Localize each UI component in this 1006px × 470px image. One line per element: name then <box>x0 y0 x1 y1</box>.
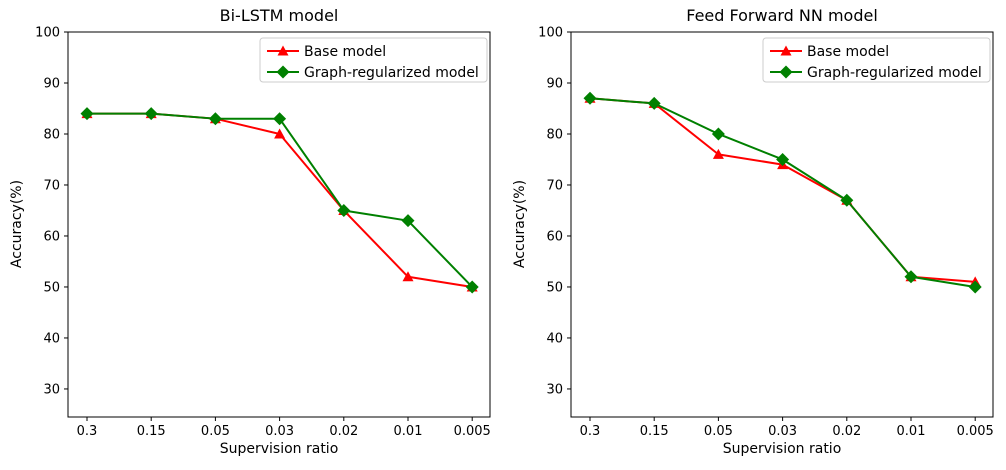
x-tick-label: 0.005 <box>454 424 491 439</box>
legend: Base model Graph-regularized model <box>259 37 488 83</box>
y-tick-label: 80 <box>546 127 563 142</box>
y-tick-label: 70 <box>43 178 60 193</box>
x-tick-label: 0.3 <box>77 424 98 439</box>
y-tick-label: 40 <box>546 331 563 346</box>
legend-marker-graph-regularized-model <box>276 65 290 79</box>
x-tick-label: 0.01 <box>394 424 423 439</box>
legend-label: Graph-regularized model <box>807 65 982 81</box>
y-axis-label: Accuracy(%) <box>512 179 528 269</box>
marker-base-model <box>712 148 724 159</box>
x-tick-label: 0.15 <box>640 424 669 439</box>
y-tick-label: 80 <box>43 127 60 142</box>
y-tick-label: 60 <box>546 229 563 244</box>
y-tick-label: 30 <box>546 382 563 397</box>
marker-graph-regularized-model <box>208 112 222 126</box>
legend: Base model Graph-regularized model <box>762 37 991 83</box>
x-tick-label: 0.05 <box>201 424 230 439</box>
x-tick-label: 0.02 <box>832 424 861 439</box>
marker-base-model <box>402 271 414 282</box>
legend-marker-base-model <box>780 45 792 56</box>
chart-title: Feed Forward NN model <box>686 6 878 25</box>
x-tick-label: 0.3 <box>580 424 601 439</box>
marker-graph-regularized-model <box>337 203 351 217</box>
x-tick-label: 0.01 <box>897 424 926 439</box>
marker-graph-regularized-model <box>273 112 287 126</box>
series-line-base-model <box>589 97 976 283</box>
marker-graph-regularized-model <box>144 107 158 121</box>
legend-marker-base-model <box>277 45 289 56</box>
plot-area-feed-forward-nn: 30 40 50 60 70 80 90 100 0.3 0.15 0.05 0.03 0.02 0.01… <box>538 26 994 440</box>
x-axis-label: Supervision ratio <box>722 441 842 457</box>
marker-graph-regularized-model <box>904 270 918 284</box>
legend-box <box>259 37 488 83</box>
y-tick-label: 100 <box>538 26 563 41</box>
marker-graph-regularized-model <box>968 280 982 294</box>
y-tick-label: 70 <box>546 178 563 193</box>
series-line-graph-regularized-model <box>87 112 473 288</box>
plot-area-bi-lstm: 30 40 50 60 70 80 90 100 0.3 0.15 0.05 0.03 0.02 0.01… <box>35 26 491 440</box>
y-tick-label: 30 <box>43 382 60 397</box>
y-tick-label: 50 <box>43 280 60 295</box>
marker-base-model <box>274 128 286 139</box>
y-tick-label: 90 <box>546 76 563 91</box>
legend-marker-graph-regularized-model <box>779 65 793 79</box>
x-tick-label: 0.03 <box>768 424 797 439</box>
x-tick-label: 0.02 <box>329 424 358 439</box>
marker-graph-regularized-model <box>465 280 479 294</box>
marker-graph-regularized-model <box>711 127 725 141</box>
subplot-feed-forward-nn: Feed Forward NN model 30 40 50 60 70 80 90 100 0… <box>503 0 1006 470</box>
y-tick-label: 60 <box>43 229 60 244</box>
marker-graph-regularized-model <box>401 214 415 228</box>
marker-graph-regularized-model <box>840 193 854 207</box>
legend-label: Base model <box>807 44 889 60</box>
subplot-bi-lstm: Bi-LSTM model 30 40 50 60 70 80 90 100 0.3 0.15 0.… <box>9 6 491 457</box>
x-tick-label: 0.05 <box>704 424 733 439</box>
x-tick-label: 0.005 <box>957 424 994 439</box>
series-line-base-model <box>87 112 473 288</box>
x-tick-label: 0.15 <box>137 424 166 439</box>
x-tick-label: 0.03 <box>265 424 294 439</box>
series-line-graph-regularized-model <box>589 97 976 288</box>
axes-frame <box>67 31 491 418</box>
y-tick-label: 90 <box>43 76 60 91</box>
y-axis-label: Accuracy(%) <box>9 179 25 269</box>
y-tick-label: 40 <box>43 331 60 346</box>
marker-graph-regularized-model <box>80 107 94 121</box>
marker-graph-regularized-model <box>583 91 597 105</box>
legend-label: Graph-regularized model <box>304 65 479 81</box>
x-axis-label: Supervision ratio <box>219 441 339 457</box>
legend-box <box>762 37 991 83</box>
y-tick-label: 100 <box>35 26 60 41</box>
marker-graph-regularized-model <box>776 152 790 166</box>
axes-frame <box>570 31 994 418</box>
legend-label: Base model <box>304 44 386 60</box>
chart-title: Bi-LSTM model <box>219 6 339 25</box>
y-tick-label: 50 <box>546 280 563 295</box>
marker-graph-regularized-model <box>647 96 661 110</box>
